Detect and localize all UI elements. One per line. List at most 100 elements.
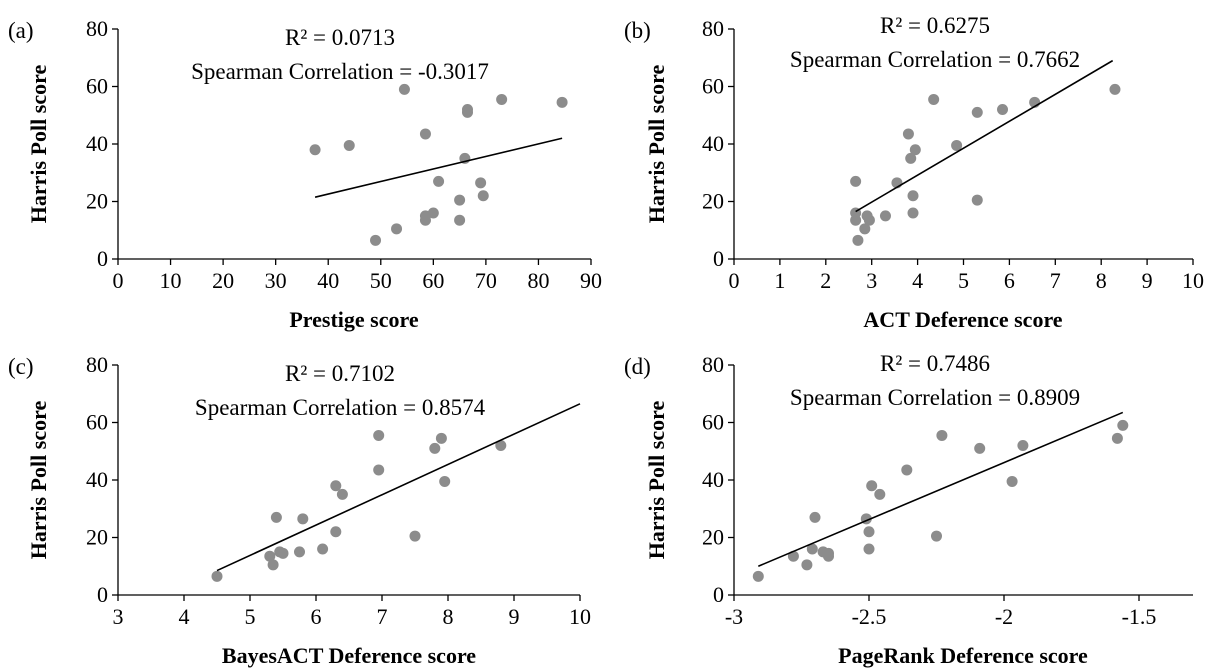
data-point	[373, 464, 385, 476]
spearman-annotation: Spearman Correlation = -0.3017	[191, 59, 489, 84]
data-point	[907, 207, 919, 219]
data-point	[907, 190, 919, 202]
x-tick-label: 6	[1004, 268, 1015, 293]
y-tick-label: 40	[702, 131, 724, 156]
trendline	[757, 411, 1124, 567]
trendline	[855, 59, 1114, 213]
x-tick-label: 30	[265, 268, 287, 293]
data-point	[1111, 432, 1123, 444]
x-tick-label: 20	[212, 268, 234, 293]
data-point	[863, 543, 875, 555]
data-point	[427, 207, 439, 219]
data-point	[931, 530, 942, 542]
x-tick-label: 7	[1050, 268, 1061, 293]
y-tick-label: 60	[86, 410, 108, 435]
y-tick-label: 20	[702, 189, 724, 214]
data-point	[433, 175, 445, 187]
data-point	[270, 511, 282, 523]
y-tick-label: 0	[97, 246, 108, 271]
data-point	[809, 511, 821, 523]
x-axis-label: PageRank Deference score	[838, 643, 1088, 668]
spearman-annotation: Spearman Correlation = 0.8574	[195, 395, 486, 420]
y-axis-label: Harris Poll score	[26, 65, 51, 224]
data-point	[267, 559, 279, 571]
trendline	[216, 403, 581, 572]
data-point	[294, 546, 305, 558]
y-tick-label: 80	[702, 352, 724, 377]
data-point	[439, 475, 451, 487]
x-tick-label: 10	[1182, 268, 1204, 293]
trendline	[314, 137, 563, 198]
data-point	[461, 106, 473, 118]
data-point	[971, 194, 983, 206]
x-tick-label: 10	[160, 268, 182, 293]
panel-label: (a)	[8, 18, 34, 43]
x-tick-label: 6	[311, 604, 322, 629]
panel-label: (b)	[624, 18, 651, 43]
data-point	[330, 480, 342, 492]
data-point	[850, 175, 862, 187]
x-tick-label: 9	[1142, 268, 1153, 293]
x-tick-label: 8	[1096, 268, 1107, 293]
data-point	[264, 550, 276, 562]
r-squared-annotation: R² = 0.6275	[880, 13, 990, 38]
data-point	[859, 223, 871, 235]
y-tick-label: 0	[713, 246, 724, 271]
y-tick-label: 60	[702, 74, 724, 99]
data-point	[398, 83, 410, 95]
x-tick-label: 3	[866, 268, 877, 293]
data-point	[370, 234, 382, 246]
spearman-annotation: Spearman Correlation = 0.8909	[790, 385, 1080, 410]
x-tick-label: 70	[475, 268, 497, 293]
data-point	[409, 530, 421, 542]
data-point	[1017, 440, 1029, 451]
data-point	[454, 194, 466, 206]
y-axis-label: Harris Poll score	[644, 401, 669, 560]
y-tick-label: 80	[702, 16, 724, 41]
scatter-panel-c: 3 4 5 6 7 8 9 10 0 20 40 60 80 (c) R² = 0.7102 Spearman…	[8, 352, 591, 668]
y-axis-label: Harris Poll score	[644, 65, 669, 224]
data-point	[343, 139, 355, 151]
data-point	[556, 96, 568, 108]
y-tick-label: 40	[86, 467, 108, 492]
r-squared-annotation: R² = 0.0713	[285, 25, 395, 50]
data-point	[801, 559, 813, 571]
data-point	[495, 440, 507, 451]
data-point	[928, 93, 940, 105]
y-tick-label: 20	[702, 525, 724, 550]
x-tick-label: 80	[527, 268, 549, 293]
data-point	[951, 139, 963, 151]
data-point	[997, 104, 1009, 115]
data-point	[419, 128, 431, 140]
x-tick-label: 50	[370, 268, 392, 293]
scatter-panel-d: -3 -2.5 -2 -1.5 0 20 40 60 80 (d) R² = 0.7486 Spear…	[624, 351, 1193, 668]
data-point	[879, 210, 891, 222]
spearman-annotation: Spearman Correlation = 0.7662	[790, 47, 1080, 72]
data-point	[905, 152, 917, 164]
data-point	[330, 526, 342, 538]
data-point	[850, 214, 862, 226]
data-point	[297, 513, 309, 525]
data-point	[211, 570, 223, 582]
data-point	[477, 190, 489, 202]
x-tick-label: 4	[179, 604, 190, 629]
data-point	[974, 442, 986, 454]
x-tick-label: 2	[820, 268, 831, 293]
data-point	[752, 570, 764, 582]
data-point	[902, 128, 914, 140]
x-tick-label: 3	[113, 604, 124, 629]
data-point	[874, 488, 886, 500]
x-axis-label: BayesACT Deference score	[222, 643, 476, 668]
y-tick-label: 40	[86, 131, 108, 156]
y-axis-label: Harris Poll score	[26, 401, 51, 560]
x-tick-label: 5	[958, 268, 969, 293]
data-point	[1006, 475, 1018, 487]
x-tick-label: 40	[317, 268, 339, 293]
x-tick-label: 0	[729, 268, 740, 293]
x-tick-label: 1	[774, 268, 785, 293]
y-tick-label: 80	[86, 352, 108, 377]
data-point	[863, 526, 875, 538]
data-point	[1117, 419, 1129, 431]
data-point	[863, 214, 875, 226]
